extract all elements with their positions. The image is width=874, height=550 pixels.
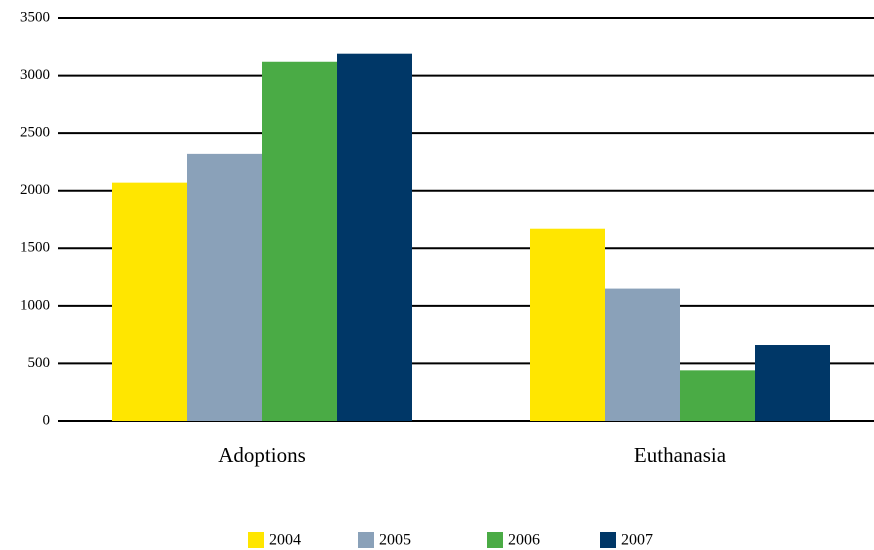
y-tick-label: 0 xyxy=(43,412,51,428)
bar xyxy=(337,53,412,422)
legend-swatch xyxy=(487,532,503,548)
bar xyxy=(605,288,680,421)
legend-label: 2004 xyxy=(269,532,301,549)
x-tick-label: Euthanasia xyxy=(634,443,727,467)
legend-swatch xyxy=(358,532,374,548)
y-tick-label: 1000 xyxy=(20,297,50,313)
legend-swatch xyxy=(600,532,616,548)
y-tick-label: 2500 xyxy=(20,125,50,141)
y-tick-label: 1500 xyxy=(20,240,50,256)
bar xyxy=(680,370,755,421)
legend-swatch xyxy=(248,532,264,548)
bar xyxy=(530,228,605,421)
bar xyxy=(755,345,830,421)
x-tick-label: Adoptions xyxy=(218,443,306,467)
y-tick-label: 3000 xyxy=(20,67,50,83)
bar xyxy=(187,153,262,421)
legend-label: 2006 xyxy=(508,532,540,549)
bar xyxy=(262,61,337,422)
legend-label: 2005 xyxy=(379,532,411,549)
y-tick-label: 2000 xyxy=(20,182,50,198)
y-tick-label: 3500 xyxy=(20,9,50,25)
legend-label: 2007 xyxy=(621,532,653,549)
bar xyxy=(112,182,187,421)
y-tick-label: 500 xyxy=(28,355,51,371)
